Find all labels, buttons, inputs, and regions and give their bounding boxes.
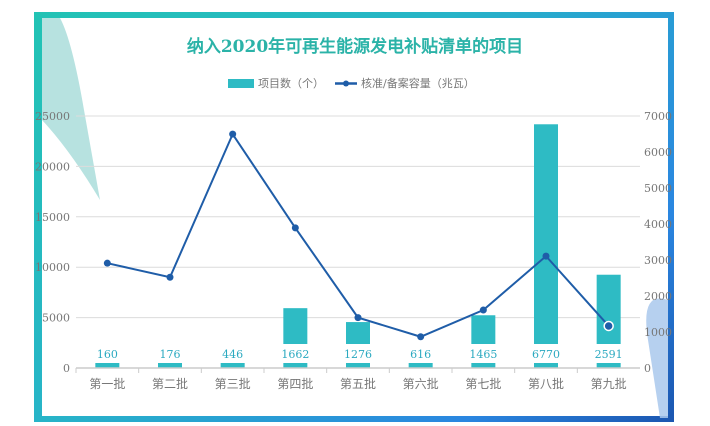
decor-shape-bottom-right: [646, 298, 668, 418]
right-axis-tick-label: 7000: [644, 110, 672, 123]
bar: [158, 361, 182, 368]
right-axis-tick-label: 2000: [644, 290, 672, 303]
line-point: [417, 333, 425, 341]
bar: [534, 124, 558, 368]
x-axis-tick-label: 第五批: [340, 376, 376, 391]
bar-label-gap: [343, 344, 373, 363]
legend-bar-swatch: [228, 79, 254, 88]
line-point: [291, 224, 299, 232]
line-point: [229, 130, 237, 138]
legend: 项目数（个） 核准/备案容量（兆瓦）: [228, 76, 475, 90]
bar-label-gap: [531, 344, 561, 363]
x-axis-tick-label: 第六批: [403, 376, 439, 391]
bar: [95, 362, 120, 368]
bar-label-gap: [217, 344, 248, 363]
bar-data-label: 160: [97, 348, 118, 361]
line-series: [107, 132, 610, 338]
legend-label-line: 核准/备案容量（兆瓦）: [361, 76, 475, 90]
bar-data-label: 1465: [469, 348, 497, 361]
bar-data-label: 176: [160, 348, 181, 361]
left-axis-tick-label: 5000: [42, 312, 70, 325]
line-point: [542, 252, 550, 260]
x-axis-tick-label: 第八批: [528, 376, 564, 391]
bar-data-label: 446: [222, 348, 243, 361]
chart-title: 纳入2020年可再生能源发电补贴清单的项目: [187, 36, 523, 57]
bar-data-label: 2591: [595, 348, 623, 361]
bar-data-label: 1276: [344, 348, 372, 361]
bar-data-label: 1662: [281, 348, 309, 361]
x-axis-tick-label: 第三批: [215, 376, 251, 391]
left-axis-tick-label: 10000: [35, 261, 70, 274]
x-axis-tick-label: 第二批: [152, 376, 188, 391]
right-axis-tick-label: 5000: [644, 182, 672, 195]
x-axis-tick-label: 第四批: [277, 376, 313, 391]
bar-label-gap: [92, 344, 123, 363]
bar-data-label: 616: [410, 348, 431, 361]
x-axis-tick-label: 第七批: [465, 376, 501, 391]
line-point: [603, 320, 614, 332]
x-axis-tick-label: 第一批: [89, 376, 125, 391]
right-axis-tick-label: 4000: [644, 218, 672, 231]
bar-label-gap: [593, 344, 624, 363]
left-axis-tick-label: 20000: [35, 160, 70, 173]
left-axis-tick-label: 0: [63, 362, 70, 375]
right-axis-tick-label: 0: [644, 362, 651, 375]
left-axis-tick-label: 25000: [35, 110, 70, 123]
line-point: [166, 273, 174, 281]
bar-label-gap: [155, 344, 185, 363]
right-axis-tick-label: 3000: [644, 254, 672, 267]
decor-shape-top-left: [42, 18, 100, 200]
bar-label-gap: [280, 344, 311, 363]
legend-label-bars: 项目数（个）: [258, 77, 324, 90]
legend-line-marker: [343, 80, 349, 87]
right-axis-tick-label: 1000: [644, 326, 672, 339]
bar-label-gap: [468, 344, 499, 363]
bar-label-gap: [405, 344, 436, 363]
x-axis-tick-label: 第九批: [591, 376, 627, 391]
left-axis-tick-label: 15000: [35, 211, 70, 224]
bar-data-label: 6770: [532, 348, 560, 361]
right-axis-tick-label: 6000: [644, 146, 672, 159]
line-point: [354, 314, 362, 322]
line-point: [479, 306, 487, 314]
line-point: [103, 259, 111, 267]
